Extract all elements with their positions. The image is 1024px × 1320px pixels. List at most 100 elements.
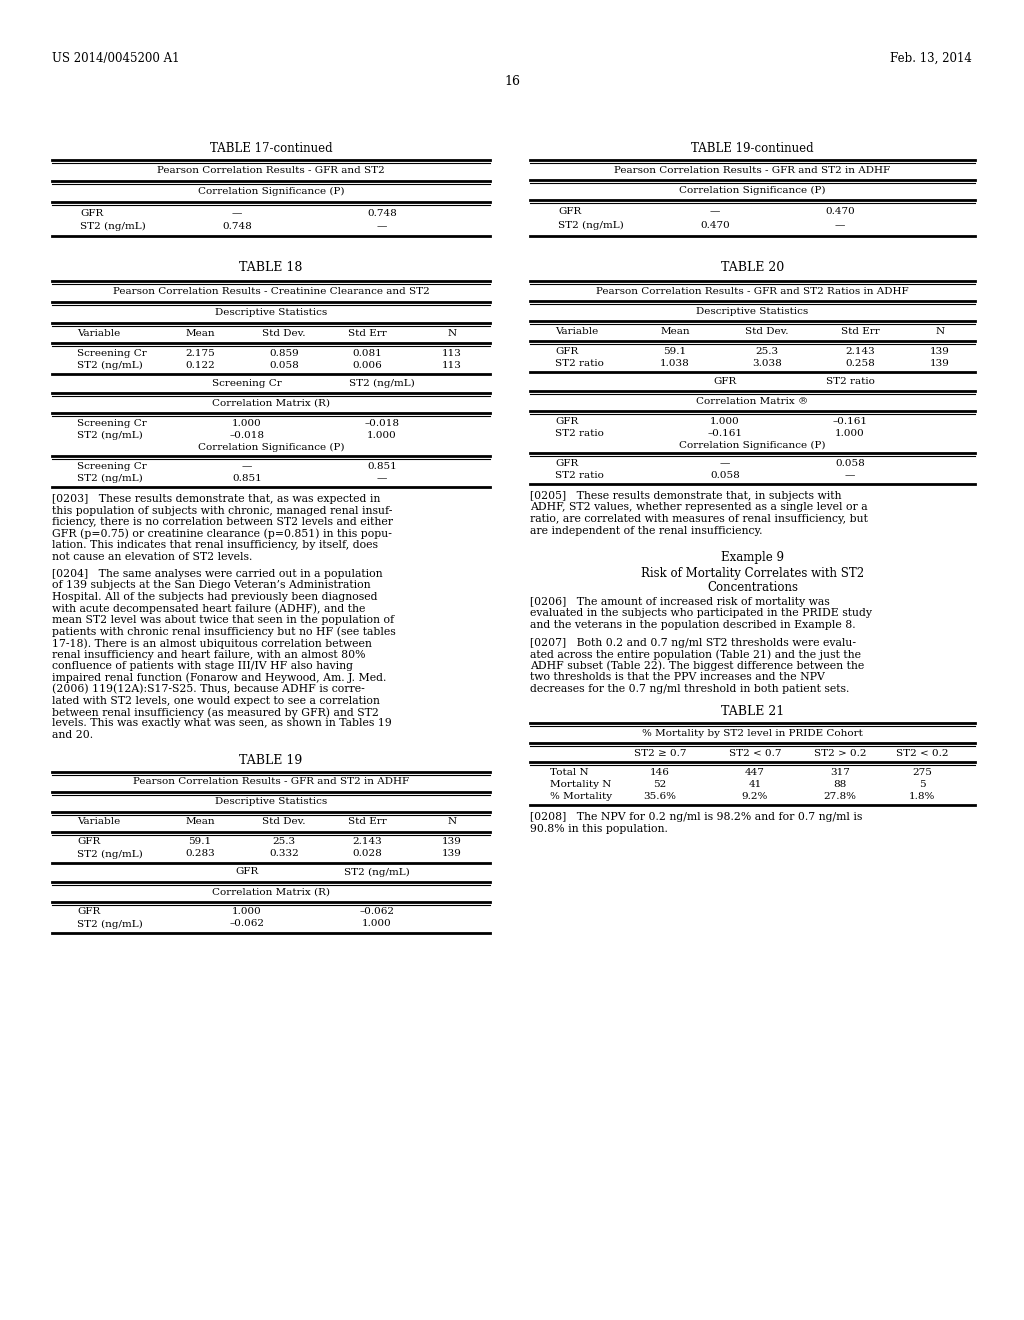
Text: GFR: GFR — [80, 209, 103, 218]
Text: Variable: Variable — [77, 329, 120, 338]
Text: —: — — [231, 209, 243, 218]
Text: 139: 139 — [442, 837, 462, 846]
Text: ST2 (ng/mL): ST2 (ng/mL) — [80, 222, 145, 231]
Text: 0.122: 0.122 — [185, 360, 215, 370]
Text: Variable: Variable — [555, 327, 598, 337]
Text: GFR (p=0.75) or creatinine clearance (p=0.851) in this popu-: GFR (p=0.75) or creatinine clearance (p=… — [52, 528, 392, 539]
Text: 0.748: 0.748 — [222, 222, 252, 231]
Text: 0.283: 0.283 — [185, 850, 215, 858]
Text: renal insufficiency and heart failure, with an almost 80%: renal insufficiency and heart failure, w… — [52, 649, 366, 660]
Text: 0.006: 0.006 — [352, 360, 382, 370]
Text: 1.000: 1.000 — [232, 908, 262, 916]
Text: TABLE 18: TABLE 18 — [240, 261, 303, 275]
Text: Std Dev.: Std Dev. — [262, 817, 306, 826]
Text: (2006) 119(12A):S17-S25. Thus, because ADHF is corre-: (2006) 119(12A):S17-S25. Thus, because A… — [52, 684, 365, 694]
Text: [0204]   The same analyses were carried out in a population: [0204] The same analyses were carried ou… — [52, 569, 383, 579]
Text: Screening Cr: Screening Cr — [77, 418, 146, 428]
Text: 1.8%: 1.8% — [909, 792, 935, 801]
Text: Screening Cr: Screening Cr — [77, 348, 146, 358]
Text: 59.1: 59.1 — [188, 837, 212, 846]
Text: 90.8% in this population.: 90.8% in this population. — [530, 824, 668, 833]
Text: Std Dev.: Std Dev. — [745, 327, 788, 337]
Text: 0.081: 0.081 — [352, 348, 382, 358]
Text: 0.851: 0.851 — [232, 474, 262, 483]
Text: Screening Cr: Screening Cr — [212, 379, 282, 388]
Text: ST2 (ng/mL): ST2 (ng/mL) — [77, 920, 142, 929]
Text: 17-18). There is an almost ubiquitous correlation between: 17-18). There is an almost ubiquitous co… — [52, 638, 372, 648]
Text: 146: 146 — [650, 768, 670, 777]
Text: levels. This was exactly what was seen, as shown in Tables 19: levels. This was exactly what was seen, … — [52, 718, 392, 729]
Text: TABLE 20: TABLE 20 — [721, 261, 784, 275]
Text: mean ST2 level was about twice that seen in the population of: mean ST2 level was about twice that seen… — [52, 615, 394, 624]
Text: ated across the entire population (Table 21) and the just the: ated across the entire population (Table… — [530, 649, 861, 660]
Text: % Mortality by ST2 level in PRIDE Cohort: % Mortality by ST2 level in PRIDE Cohort — [642, 729, 863, 738]
Text: 41: 41 — [749, 780, 762, 789]
Text: ST2 ratio: ST2 ratio — [555, 359, 604, 368]
Text: 9.2%: 9.2% — [741, 792, 768, 801]
Text: Concentrations: Concentrations — [707, 581, 798, 594]
Text: Screening Cr: Screening Cr — [77, 462, 146, 471]
Text: Pearson Correlation Results - GFR and ST2 Ratios in ADHF: Pearson Correlation Results - GFR and ST… — [596, 286, 909, 296]
Text: Hospital. All of the subjects had previously been diagnosed: Hospital. All of the subjects had previo… — [52, 591, 378, 602]
Text: Descriptive Statistics: Descriptive Statistics — [215, 308, 327, 317]
Text: Descriptive Statistics: Descriptive Statistics — [696, 308, 809, 315]
Text: —: — — [720, 459, 730, 469]
Text: Mean: Mean — [660, 327, 690, 337]
Text: this population of subjects with chronic, managed renal insuf-: this population of subjects with chronic… — [52, 506, 392, 516]
Text: Std Err: Std Err — [347, 817, 386, 826]
Text: –0.062: –0.062 — [359, 908, 394, 916]
Text: 88: 88 — [834, 780, 847, 789]
Text: ratio, are correlated with measures of renal insufficiency, but: ratio, are correlated with measures of r… — [530, 513, 868, 524]
Text: 25.3: 25.3 — [272, 837, 296, 846]
Text: not cause an elevation of ST2 levels.: not cause an elevation of ST2 levels. — [52, 552, 252, 561]
Text: ST2 (ng/mL): ST2 (ng/mL) — [77, 474, 142, 483]
Text: N: N — [936, 327, 944, 337]
Text: —: — — [845, 471, 855, 480]
Text: Pearson Correlation Results - Creatinine Clearance and ST2: Pearson Correlation Results - Creatinine… — [113, 286, 429, 296]
Text: ST2 < 0.2: ST2 < 0.2 — [896, 748, 948, 758]
Text: 35.6%: 35.6% — [643, 792, 677, 801]
Text: 1.000: 1.000 — [368, 432, 397, 440]
Text: Correlation Significance (P): Correlation Significance (P) — [679, 441, 825, 450]
Text: Pearson Correlation Results - GFR and ST2: Pearson Correlation Results - GFR and ST… — [157, 166, 385, 176]
Text: 52: 52 — [653, 780, 667, 789]
Text: 0.859: 0.859 — [269, 348, 299, 358]
Text: are independent of the renal insufficiency.: are independent of the renal insufficien… — [530, 525, 763, 536]
Text: decreases for the 0.7 ng/ml threshold in both patient sets.: decreases for the 0.7 ng/ml threshold in… — [530, 684, 849, 693]
Text: Std Err: Std Err — [841, 327, 880, 337]
Text: Correlation Significance (P): Correlation Significance (P) — [198, 444, 344, 453]
Text: and 20.: and 20. — [52, 730, 93, 741]
Text: [0206]   The amount of increased risk of mortality was: [0206] The amount of increased risk of m… — [530, 597, 829, 607]
Text: with acute decompensated heart failure (ADHF), and the: with acute decompensated heart failure (… — [52, 603, 366, 614]
Text: GFR: GFR — [558, 207, 582, 216]
Text: impaired renal function (Fonarow and Heywood, Am. J. Med.: impaired renal function (Fonarow and Hey… — [52, 672, 386, 682]
Text: Std Dev.: Std Dev. — [262, 329, 306, 338]
Text: ST2 > 0.2: ST2 > 0.2 — [814, 748, 866, 758]
Text: –0.161: –0.161 — [708, 429, 742, 438]
Text: between renal insufficiency (as measured by GFR) and ST2: between renal insufficiency (as measured… — [52, 708, 379, 718]
Text: [0203]   These results demonstrate that, as was expected in: [0203] These results demonstrate that, a… — [52, 494, 380, 504]
Text: –0.018: –0.018 — [229, 432, 264, 440]
Text: TABLE 19: TABLE 19 — [240, 754, 303, 767]
Text: ST2 (ng/mL): ST2 (ng/mL) — [349, 379, 415, 388]
Text: ADHF subset (Table 22). The biggest difference between the: ADHF subset (Table 22). The biggest diff… — [530, 660, 864, 671]
Text: 1.000: 1.000 — [232, 418, 262, 428]
Text: N: N — [447, 817, 457, 826]
Text: [0208]   The NPV for 0.2 ng/ml is 98.2% and for 0.7 ng/ml is: [0208] The NPV for 0.2 ng/ml is 98.2% an… — [530, 812, 862, 822]
Text: 27.8%: 27.8% — [823, 792, 856, 801]
Text: 1.000: 1.000 — [362, 920, 392, 928]
Text: Mean: Mean — [185, 817, 215, 826]
Text: 0.470: 0.470 — [825, 207, 855, 216]
Text: patients with chronic renal insufficiency but no HF (see tables: patients with chronic renal insufficienc… — [52, 627, 395, 638]
Text: —: — — [835, 220, 845, 230]
Text: —: — — [242, 462, 252, 471]
Text: 275: 275 — [912, 768, 932, 777]
Text: Mortality N: Mortality N — [550, 780, 611, 789]
Text: [0207]   Both 0.2 and 0.7 ng/ml ST2 thresholds were evalu-: [0207] Both 0.2 and 0.7 ng/ml ST2 thresh… — [530, 638, 856, 648]
Text: and the veterans in the population described in Example 8.: and the veterans in the population descr… — [530, 620, 856, 630]
Text: N: N — [447, 329, 457, 338]
Text: 1.000: 1.000 — [836, 429, 865, 438]
Text: ST2 ratio: ST2 ratio — [555, 429, 604, 438]
Text: 2.175: 2.175 — [185, 348, 215, 358]
Text: Mean: Mean — [185, 329, 215, 338]
